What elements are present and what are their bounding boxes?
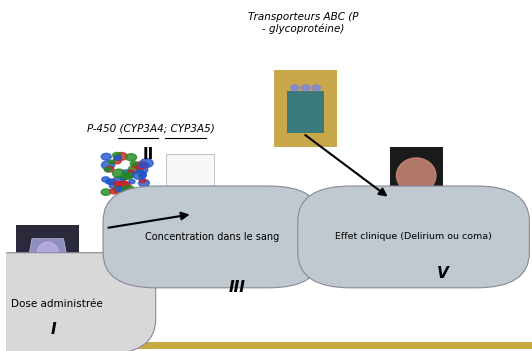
Circle shape: [312, 85, 320, 91]
Text: Concentration dans le sang: Concentration dans le sang: [145, 232, 279, 242]
Circle shape: [123, 174, 131, 179]
Circle shape: [291, 85, 300, 91]
FancyBboxPatch shape: [16, 225, 79, 288]
Text: Dose administrée: Dose administrée: [11, 299, 103, 309]
Circle shape: [134, 162, 146, 170]
Circle shape: [140, 173, 146, 177]
FancyBboxPatch shape: [166, 154, 213, 204]
Circle shape: [112, 169, 126, 178]
Circle shape: [130, 161, 138, 166]
Circle shape: [129, 180, 135, 184]
Ellipse shape: [396, 158, 436, 193]
Text: Transporteurs ABC (P
- glycoprotéine): Transporteurs ABC (P - glycoprotéine): [248, 12, 358, 34]
Text: I: I: [50, 323, 56, 337]
Circle shape: [302, 85, 310, 91]
Circle shape: [119, 188, 127, 193]
Circle shape: [114, 155, 121, 160]
Circle shape: [109, 160, 114, 164]
Circle shape: [104, 167, 111, 172]
Text: II: II: [142, 147, 153, 162]
FancyBboxPatch shape: [390, 147, 443, 204]
Circle shape: [40, 269, 56, 279]
FancyBboxPatch shape: [0, 253, 156, 351]
Circle shape: [122, 185, 135, 194]
Circle shape: [126, 154, 137, 161]
Polygon shape: [27, 239, 69, 267]
FancyBboxPatch shape: [101, 147, 153, 197]
Circle shape: [113, 158, 121, 164]
Circle shape: [113, 152, 121, 158]
Text: V: V: [437, 266, 448, 281]
Circle shape: [113, 177, 124, 184]
Circle shape: [123, 172, 133, 179]
Circle shape: [140, 159, 153, 167]
FancyBboxPatch shape: [298, 186, 529, 288]
Circle shape: [110, 188, 118, 194]
Circle shape: [115, 186, 123, 191]
Circle shape: [102, 161, 114, 170]
FancyBboxPatch shape: [103, 186, 321, 288]
Circle shape: [118, 181, 130, 190]
Text: P-450 (CYP3A4; CYP3A5): P-450 (CYP3A4; CYP3A5): [87, 123, 215, 133]
Text: III: III: [229, 280, 246, 295]
Circle shape: [128, 165, 140, 174]
Circle shape: [132, 163, 138, 168]
Text: Effet clinique (Delirium ou coma): Effet clinique (Delirium ou coma): [335, 232, 492, 241]
Circle shape: [120, 175, 127, 180]
Circle shape: [101, 189, 111, 196]
Circle shape: [110, 183, 117, 188]
Ellipse shape: [37, 242, 59, 263]
FancyBboxPatch shape: [274, 70, 337, 147]
Circle shape: [114, 181, 120, 186]
Circle shape: [101, 153, 111, 160]
Circle shape: [119, 182, 129, 188]
Circle shape: [138, 174, 145, 178]
Circle shape: [140, 162, 149, 168]
Circle shape: [116, 153, 127, 160]
Circle shape: [102, 177, 110, 182]
Circle shape: [138, 163, 145, 167]
Circle shape: [113, 186, 124, 193]
Circle shape: [128, 174, 134, 178]
Circle shape: [137, 166, 148, 174]
Circle shape: [106, 180, 112, 184]
Circle shape: [105, 166, 114, 172]
Circle shape: [140, 178, 146, 183]
Circle shape: [122, 170, 131, 176]
Circle shape: [107, 179, 116, 185]
FancyBboxPatch shape: [287, 91, 324, 133]
Circle shape: [132, 170, 146, 179]
Circle shape: [128, 170, 135, 174]
Circle shape: [138, 179, 149, 187]
